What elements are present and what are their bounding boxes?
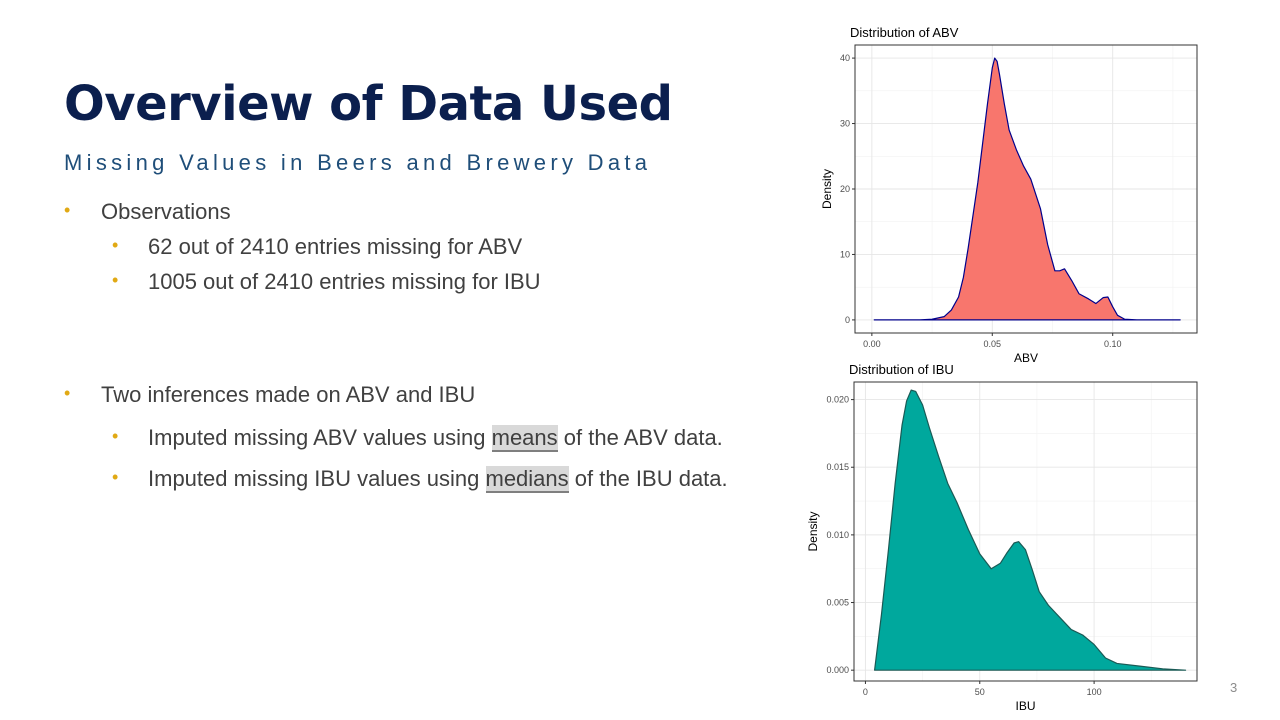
bullet-dot-icon: • — [112, 467, 119, 487]
bullet-text-post: of the ABV data. — [557, 425, 723, 450]
x-axis-label: IBU — [1015, 699, 1035, 713]
bullet-dot-icon: • — [64, 200, 71, 220]
density-area — [873, 389, 1187, 671]
x-tick-label: 0.05 — [984, 339, 1002, 349]
y-axis-label: Density — [820, 169, 834, 209]
density-area — [873, 57, 1181, 321]
y-tick-label: 30 — [840, 119, 850, 129]
bullet-abv-impute: • Imputed missing ABV values using means… — [112, 425, 723, 452]
bullet-dot-icon: • — [112, 235, 119, 255]
x-axis-label: ABV — [1014, 351, 1038, 365]
bullet-dot-icon: • — [64, 383, 71, 403]
bullet-text: 62 out of 2410 entries missing for ABV — [148, 234, 523, 259]
bullet-text-post: of the IBU data. — [568, 466, 728, 491]
x-tick-label: 0.10 — [1104, 339, 1122, 349]
bullet-ibu-impute: • Imputed missing IBU values using media… — [112, 466, 728, 493]
chart-title: Distribution of IBU — [849, 362, 954, 377]
highlight-medians: medians — [485, 466, 569, 493]
bullet-observations: • Observations — [64, 199, 231, 225]
y-tick-label: 0 — [845, 315, 850, 325]
y-tick-label: 0.015 — [826, 462, 849, 472]
bullet-abv-missing: • 62 out of 2410 entries missing for ABV — [112, 234, 523, 260]
bullet-dot-icon: • — [112, 270, 119, 290]
y-tick-label: 0.005 — [826, 598, 849, 608]
bullet-text-pre: Imputed missing ABV values using — [148, 425, 492, 450]
bullet-text: Observations — [101, 199, 231, 224]
bullet-inferences: • Two inferences made on ABV and IBU — [64, 382, 476, 408]
x-tick-label: 100 — [1087, 687, 1102, 697]
x-tick-label: 50 — [975, 687, 985, 697]
y-tick-label: 40 — [840, 53, 850, 63]
bullet-text: Two inferences made on ABV and IBU — [101, 382, 476, 407]
y-tick-label: 0.000 — [826, 665, 849, 675]
bullet-ibu-missing: • 1005 out of 2410 entries missing for I… — [112, 269, 541, 295]
slide-subtitle: Missing Values in Beers and Brewery Data — [64, 150, 652, 175]
bullet-text: 1005 out of 2410 entries missing for IBU — [148, 269, 541, 294]
chart-title: Distribution of ABV — [850, 25, 959, 40]
ibu-density-chart: Distribution of IBU 0 50 100 0.000 0.005 0.010… — [806, 362, 1198, 713]
y-tick-label: 10 — [840, 249, 850, 259]
y-tick-label: 0.010 — [826, 530, 849, 540]
y-axis-label: Density — [806, 511, 820, 551]
x-tick-label: 0 — [863, 687, 868, 697]
y-tick-label: 20 — [840, 184, 850, 194]
x-tick-label: 0.00 — [863, 339, 881, 349]
y-tick-label: 0.020 — [826, 395, 849, 405]
page-number: 3 — [1230, 680, 1238, 695]
highlight-means: means — [491, 425, 558, 452]
panel-border — [853, 381, 1198, 682]
bullet-text-pre: Imputed missing IBU values using — [148, 466, 486, 491]
abv-density-chart: Distribution of ABV 0.00 0.05 0.10 0 10 20 30 40… — [820, 25, 1198, 365]
slide-title: Overview of Data Used — [64, 76, 673, 132]
bullet-dot-icon: • — [112, 426, 119, 446]
